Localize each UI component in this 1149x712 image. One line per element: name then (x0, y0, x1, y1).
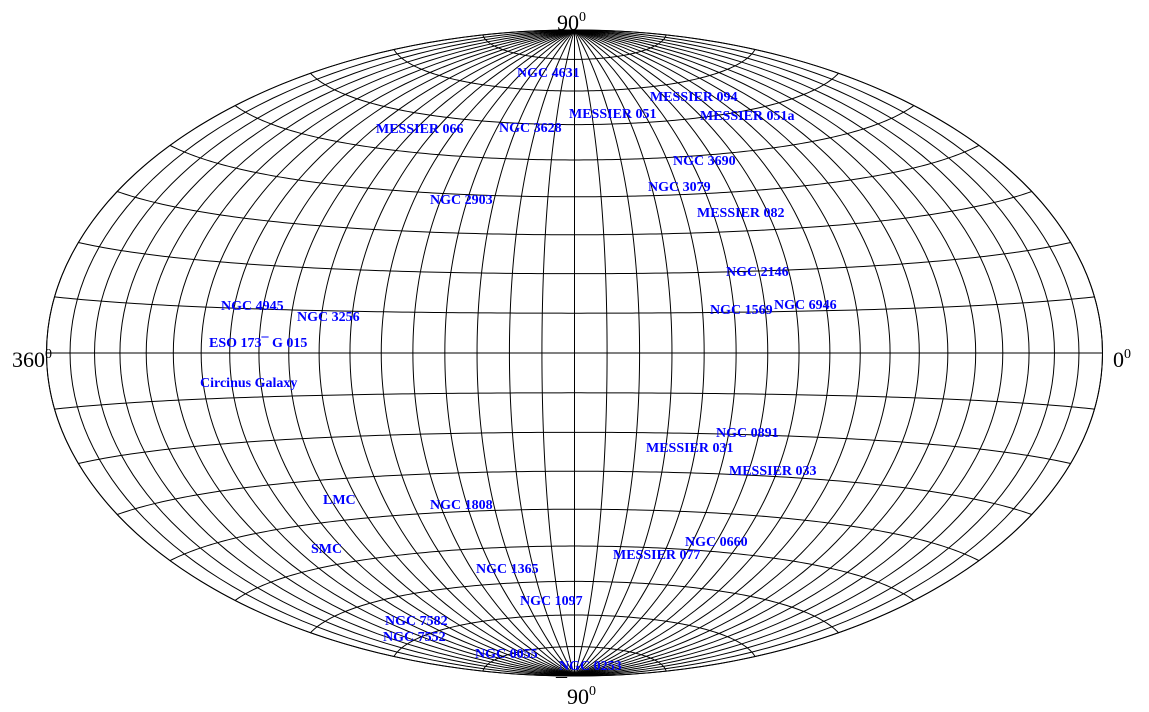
galaxy-label: Circinus Galaxy (200, 376, 297, 391)
map-boundary (46, 29, 1103, 677)
parallel-line (393, 49, 756, 92)
galaxy-label: NGC 1365 (476, 562, 539, 577)
parallel-line (393, 614, 756, 657)
parallel-line (310, 580, 839, 634)
galaxy-label: MESSIER 051a (700, 109, 795, 124)
galaxy-label: MESSIER 066 (376, 122, 464, 137)
parallel-line (482, 646, 667, 672)
galaxy-label: NGC 3079 (648, 180, 711, 195)
parallel-line (234, 105, 915, 161)
galaxy-label: MESSIER 031 (646, 441, 734, 456)
galaxy-label: SMC (311, 542, 342, 557)
parallel-line (169, 508, 980, 562)
galaxy-label: LMC (323, 493, 356, 508)
galaxy-label: NGC 4631 (517, 66, 580, 81)
galaxy-label: NGC 3690 (673, 154, 736, 169)
parallel-line (54, 392, 1095, 410)
galaxy-label: NGC 0253 (559, 659, 622, 674)
parallel-line (54, 296, 1095, 314)
parallel-line (169, 144, 980, 198)
galaxy-labels: NGC 4631 MESSIER 094 MESSIER 051 MESSIER… (200, 66, 837, 674)
galaxy-label: NGC 1808 (430, 498, 493, 513)
galaxy-label: MESSIER 082 (697, 206, 785, 221)
north-pole-label: 900 (557, 10, 586, 35)
galaxy-label: NGC 2146 (726, 265, 789, 280)
parallel-line (78, 431, 1071, 464)
parallel-line (78, 242, 1071, 275)
galaxy-label: NGC 4945 (221, 299, 284, 314)
galaxy-label: NGC 6946 (774, 298, 837, 313)
parallel-line (117, 191, 1032, 236)
galaxy-label: NGC 3256 (297, 310, 360, 325)
parallel-line (482, 34, 667, 60)
parallel-line (117, 470, 1032, 515)
galaxy-label: NGC 3628 (499, 121, 562, 136)
galaxy-label: NGC 0891 (716, 426, 779, 441)
galaxy-label: NGC 1097 (520, 594, 583, 609)
galaxy-label: MESSIER 051 (569, 107, 657, 122)
galaxy-label: NGC 2903 (430, 193, 493, 208)
left-longitude-label: 3600 (12, 347, 52, 372)
galaxy-label: ESO 173¯ G 015 (209, 336, 307, 351)
galaxy-label: MESSIER 094 (650, 90, 738, 105)
galaxy-label: NGC 7552 (383, 630, 446, 645)
coordinate-grid (45, 29, 1104, 677)
parallel-line (310, 72, 839, 126)
galaxy-label: MESSIER 033 (729, 464, 817, 479)
south-pole-label: ¯900 (555, 674, 596, 709)
galaxy-label: NGC 7582 (385, 614, 448, 629)
galaxy-label: NGC 0660 (685, 535, 748, 550)
parallel-line (234, 545, 915, 601)
galaxy-label: NGC 0055 (475, 647, 538, 662)
right-longitude-label: 00 (1113, 347, 1131, 372)
galaxy-label: MESSIER 077 (613, 548, 701, 563)
galaxy-label: NGC 1569 (710, 303, 773, 318)
